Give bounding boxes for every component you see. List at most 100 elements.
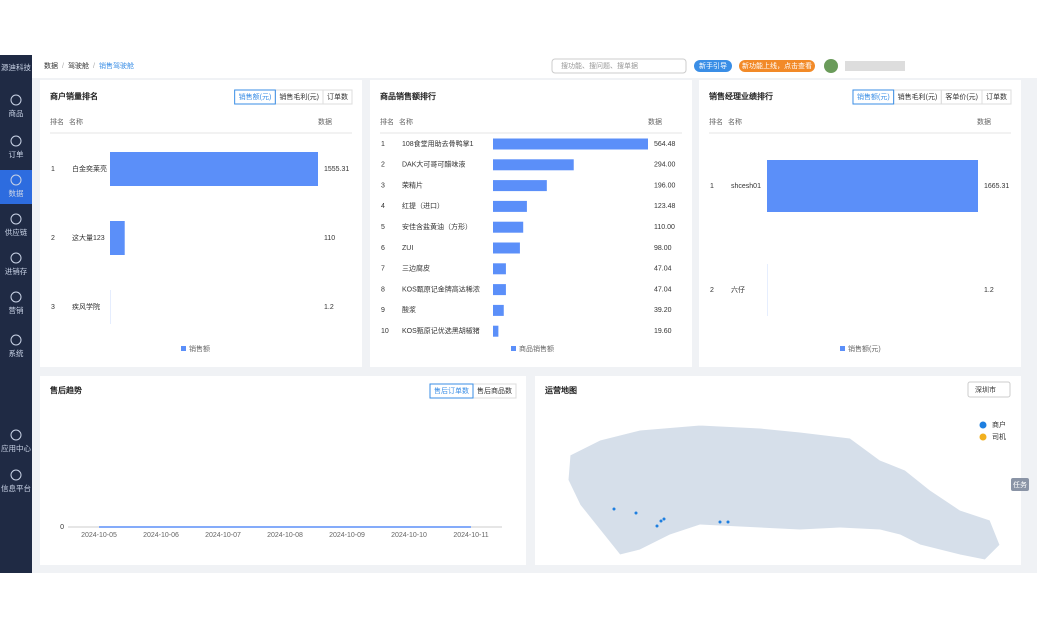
- nav-item[interactable]: 营销: [9, 305, 24, 315]
- task[interactable]: 任务: [1013, 480, 1027, 489]
- guide[interactable]: 新手引导: [699, 61, 727, 70]
- legend-dot: [980, 434, 987, 441]
- column-header: 数据: [648, 117, 662, 126]
- legend-swatch: [840, 346, 845, 351]
- rank: 1: [51, 166, 55, 173]
- tab[interactable]: 客单价(元): [945, 92, 978, 101]
- row-name: 红提（进口）: [402, 201, 444, 210]
- city[interactable]: 深圳市: [975, 385, 996, 394]
- value-label: 19.60: [654, 328, 672, 335]
- y-tick-label: 0: [60, 524, 64, 531]
- x-tick-label: 2024-10-10: [391, 532, 427, 539]
- bar: [493, 159, 574, 170]
- tab[interactable]: 售后商品数: [477, 386, 512, 395]
- bar: [493, 326, 498, 337]
- row-name: ZUI: [402, 245, 413, 252]
- bar: [493, 305, 504, 316]
- nav-item[interactable]: 信息平台: [1, 483, 31, 493]
- breadcrumb: 销售驾驶舱: [99, 61, 134, 70]
- x-tick-label: 2024-10-06: [143, 532, 179, 539]
- value-label: 39.20: [654, 307, 672, 314]
- value-label: 123.48: [654, 203, 676, 210]
- news[interactable]: 新功能上线，点击查看: [742, 61, 812, 70]
- rank: 3: [51, 304, 55, 311]
- panel-title: 销售经理业绩排行: [709, 91, 773, 101]
- rank: 2: [710, 287, 714, 294]
- row-name: 酸浆: [402, 305, 416, 314]
- rank: 7: [381, 266, 385, 273]
- rank: 2: [51, 235, 55, 242]
- legend-swatch: [181, 346, 186, 351]
- legend-swatch: [511, 346, 516, 351]
- value-label: 110.00: [654, 224, 675, 231]
- tab[interactable]: 销售额(元): [857, 92, 890, 101]
- rank: 2: [381, 162, 385, 169]
- rank: 4: [381, 203, 385, 210]
- bar: [493, 180, 547, 191]
- tab[interactable]: 订单数: [986, 92, 1007, 101]
- bar: [493, 139, 648, 150]
- x-tick-label: 2024-10-07: [205, 532, 241, 539]
- value-label: 110: [324, 235, 335, 242]
- column-header: 名称: [728, 117, 742, 126]
- tab[interactable]: 订单数: [327, 92, 348, 101]
- breadcrumb: 数据: [44, 61, 58, 70]
- bar: [110, 152, 318, 186]
- legend-dot: [980, 422, 987, 429]
- value-label: 47.04: [654, 266, 672, 273]
- row-name: 三边腐皮: [402, 264, 430, 273]
- legend-label: 销售额(元): [848, 344, 881, 353]
- column-header: 数据: [977, 117, 991, 126]
- value-label: 196.00: [654, 182, 676, 189]
- search[interactable]: 搜功能、搜问题、搜单据: [561, 61, 638, 70]
- nav-item[interactable]: 供应链: [5, 227, 28, 237]
- row-name: 六仔: [731, 285, 745, 294]
- value-label: 1.2: [984, 287, 994, 294]
- bar: [493, 284, 506, 295]
- value-label: 294.00: [654, 162, 676, 169]
- tab[interactable]: 销售毛利(元): [279, 92, 319, 101]
- column-header: 名称: [69, 117, 83, 126]
- row-name: shcesh01: [731, 183, 761, 190]
- rank: 9: [381, 307, 385, 314]
- nav-item[interactable]: 商品: [9, 108, 24, 118]
- row-name: DAK大可哥可醋味液: [402, 160, 465, 169]
- bar: [767, 160, 978, 212]
- value-label: 1555.31: [324, 166, 349, 173]
- bar: [493, 201, 527, 212]
- panel: [40, 80, 362, 367]
- x-tick-label: 2024-10-05: [81, 532, 117, 539]
- column-header: 名称: [399, 117, 413, 126]
- rank: 5: [381, 224, 385, 231]
- column-header: 排名: [50, 117, 64, 126]
- row-name: 安佳含盐黄油（方形）: [402, 222, 472, 231]
- tab[interactable]: 售后订单数: [434, 386, 469, 395]
- rank: 8: [381, 286, 385, 293]
- panel-title: 售后趋势: [49, 385, 82, 395]
- row-name: 疾风学院: [72, 302, 100, 311]
- value-label: 564.48: [654, 141, 676, 148]
- rank: 6: [381, 245, 385, 252]
- sep: /: [93, 63, 95, 70]
- bar: [110, 221, 125, 255]
- nav-item[interactable]: 应用中心: [1, 443, 31, 453]
- rank: 10: [381, 328, 389, 335]
- bar: [493, 243, 520, 254]
- nav-item[interactable]: 进销存: [5, 266, 28, 276]
- value-label: 1665.31: [984, 183, 1009, 190]
- nav-item[interactable]: 系统: [9, 348, 24, 358]
- row-name: 白金奕莱亮: [72, 164, 107, 173]
- rank: 1: [381, 141, 385, 148]
- sep: /: [62, 63, 64, 70]
- rank: 1: [710, 183, 714, 190]
- tab[interactable]: 销售额(元): [239, 92, 272, 101]
- avatar: [824, 59, 838, 73]
- nav-item[interactable]: 订单: [9, 149, 24, 159]
- legend-label: 销售额: [189, 344, 210, 353]
- nav-item[interactable]: 数据: [9, 188, 24, 198]
- panel-title: 商户销量排名: [50, 91, 98, 101]
- x-tick-label: 2024-10-08: [267, 532, 303, 539]
- value-label: 98.00: [654, 245, 672, 252]
- tab[interactable]: 销售毛利(元): [898, 92, 938, 101]
